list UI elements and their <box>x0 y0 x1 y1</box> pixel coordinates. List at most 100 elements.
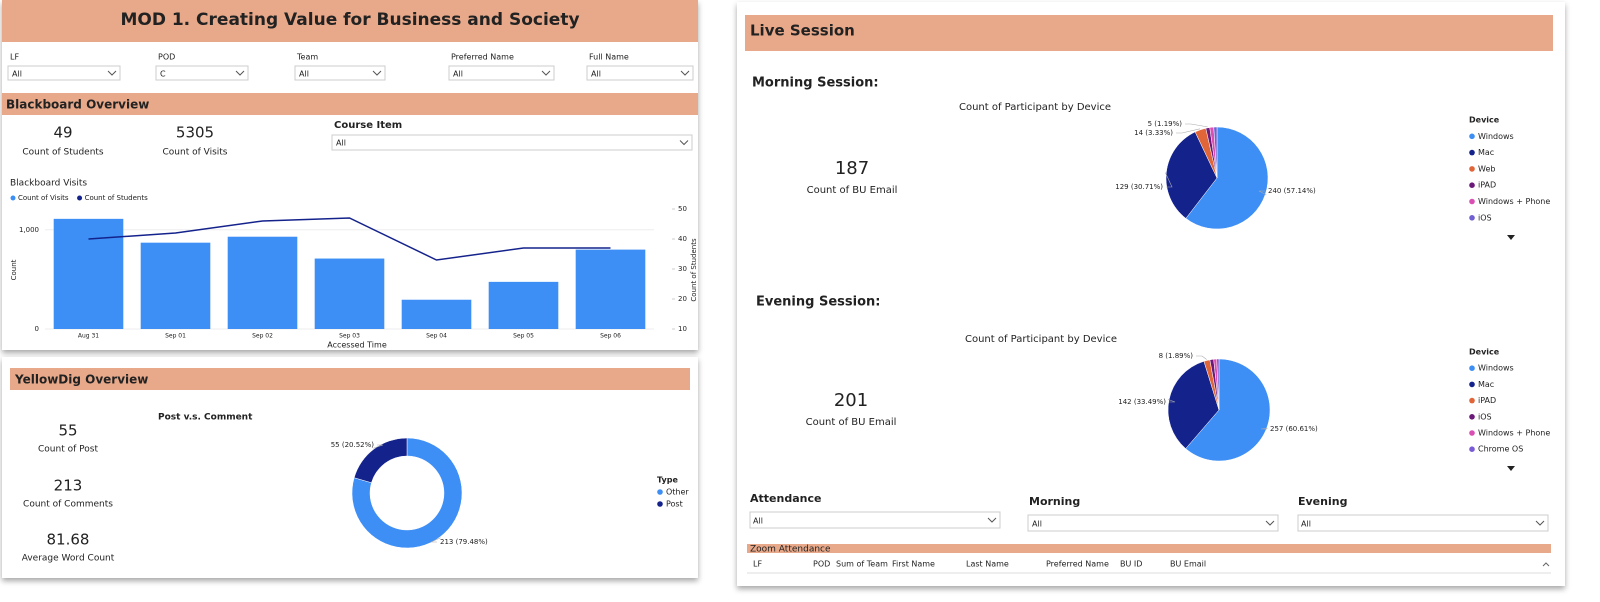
filter-value[interactable]: All <box>299 70 309 79</box>
filter-value[interactable]: All <box>1301 520 1311 529</box>
dropdown[interactable] <box>1297 514 1549 532</box>
filter-value[interactable]: All <box>591 70 601 79</box>
legend-swatch <box>1469 149 1475 156</box>
kpi-value: 55 <box>58 422 77 440</box>
kpi-label: Count of BU Email <box>807 185 898 196</box>
filter-value[interactable]: All <box>753 517 763 526</box>
chart-title: Blackboard Visits <box>10 179 87 189</box>
legend-swatch <box>77 195 83 201</box>
column-header: Last Name <box>966 560 1009 569</box>
slice <box>1185 358 1271 462</box>
dropdown[interactable] <box>749 511 1001 529</box>
legend-swatch <box>657 489 663 495</box>
dropdown[interactable] <box>331 134 693 151</box>
session-heading: Morning Session: <box>752 76 879 91</box>
legend-swatch <box>1469 198 1475 205</box>
slice <box>351 437 463 549</box>
chevron[interactable] <box>679 140 689 146</box>
filter-label: Evening <box>1298 495 1347 508</box>
legend-swatch <box>1469 133 1475 140</box>
filter-value[interactable]: C <box>160 70 166 79</box>
section-bar <box>745 15 1553 51</box>
filter-value[interactable]: All <box>336 139 346 148</box>
x-tick-label: Sep 03 <box>339 333 360 340</box>
data-label: 213 (79.48%) <box>440 538 488 546</box>
section-heading: Live Session <box>750 22 855 40</box>
filter-label: LF <box>10 53 19 62</box>
legend-swatch <box>1469 182 1475 188</box>
legend-title: Type <box>657 476 678 485</box>
legend-label: Other <box>666 488 689 497</box>
x-tick-label: Sep 04 <box>426 333 447 340</box>
kpi-value: 187 <box>835 158 869 179</box>
slice <box>1216 358 1220 411</box>
bar <box>575 249 646 329</box>
legend-label: Windows <box>1478 132 1514 141</box>
chevron[interactable] <box>107 70 117 76</box>
legend-swatch <box>1469 166 1475 172</box>
data-label: 142 (33.49%) <box>1118 398 1166 406</box>
legend-swatch <box>1469 365 1475 372</box>
chevron[interactable] <box>987 517 997 523</box>
y2-tick-label: 20 <box>678 295 687 303</box>
y2-axis-label: Count of Students <box>690 238 698 302</box>
kpi-value: 213 <box>54 477 83 495</box>
filter-value[interactable]: All <box>453 70 463 79</box>
legend-label: Chrome OS <box>1478 445 1523 454</box>
chevron[interactable] <box>1535 520 1545 526</box>
kpi-label: Count of Students <box>22 148 104 158</box>
leader-line <box>1176 128 1201 134</box>
chevron[interactable] <box>372 70 382 76</box>
y2-tick-label: 10 <box>678 325 687 333</box>
dropdown[interactable] <box>7 65 121 81</box>
column-header: BU ID <box>1120 560 1142 569</box>
dropdown[interactable] <box>586 65 694 81</box>
data-label: 240 (57.14%) <box>1268 187 1316 195</box>
data-label: 129 (30.71%) <box>1115 183 1163 191</box>
legend-title: Device <box>1469 116 1500 125</box>
x-tick-label: Aug 31 <box>78 333 99 340</box>
legend-label: Windows + Phone <box>1478 197 1550 206</box>
leader-line <box>1258 190 1267 196</box>
chevron[interactable] <box>541 70 551 76</box>
kpi-value: 5305 <box>176 124 214 142</box>
section-heading: Blackboard Overview <box>6 98 149 112</box>
leader-line <box>1167 399 1176 403</box>
slice <box>353 437 408 484</box>
dropdown[interactable] <box>294 65 386 81</box>
data-label: 5 (1.19%) <box>1148 120 1183 128</box>
chevron[interactable] <box>235 70 245 76</box>
section-bar <box>2 93 698 115</box>
scroll-arrow[interactable] <box>1542 562 1550 567</box>
filter-value[interactable]: All <box>12 70 22 79</box>
data-label: 55 (20.52%) <box>331 441 375 449</box>
column-header: LF <box>753 560 762 569</box>
chart-title: Count of Participant by Device <box>959 102 1111 113</box>
dropdown[interactable] <box>448 65 555 81</box>
filter-label: Team <box>296 53 318 62</box>
dropdown[interactable] <box>1027 514 1279 532</box>
leader-line <box>1185 123 1208 128</box>
scroll-arrow[interactable] <box>1507 466 1515 471</box>
column-header: POD <box>813 560 830 569</box>
kpi-label: Count of Visits <box>163 148 228 158</box>
filter-value[interactable]: All <box>1032 520 1042 529</box>
section-bar <box>747 544 1551 553</box>
y2-tick-label: 30 <box>678 265 687 273</box>
session-heading: Evening Session: <box>756 295 880 310</box>
filter-label: Morning <box>1029 495 1080 508</box>
x-axis-label: Accessed Time <box>327 341 387 350</box>
section-bar <box>10 368 690 390</box>
chevron[interactable] <box>680 70 690 76</box>
legend-swatch <box>1469 446 1475 453</box>
y2-tick-label: 40 <box>678 235 687 243</box>
chevron[interactable] <box>1265 520 1275 526</box>
scroll-arrow[interactable] <box>1507 235 1515 240</box>
panel <box>2 357 698 578</box>
slice <box>1165 131 1218 219</box>
y-tick-label: 1,000 <box>19 226 39 234</box>
dropdown[interactable] <box>155 65 249 81</box>
legend-title: Device <box>1469 348 1500 357</box>
data-label: 14 (3.33%) <box>1134 129 1173 137</box>
